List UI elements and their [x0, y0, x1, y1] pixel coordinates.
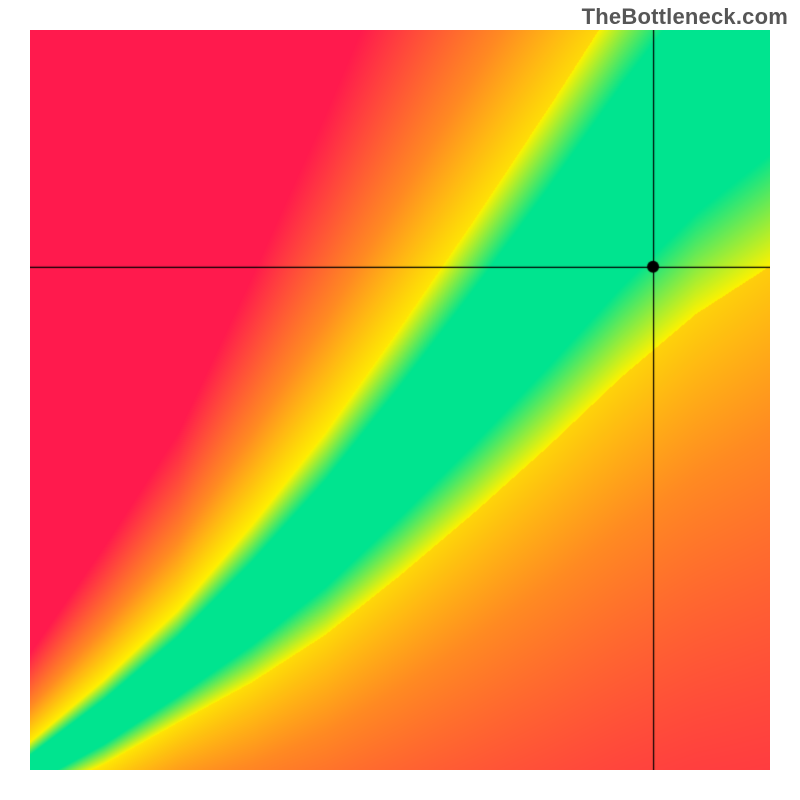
heatmap-canvas [30, 30, 770, 770]
bottleneck-heatmap [30, 30, 770, 770]
attribution-text: TheBottleneck.com [582, 4, 788, 30]
